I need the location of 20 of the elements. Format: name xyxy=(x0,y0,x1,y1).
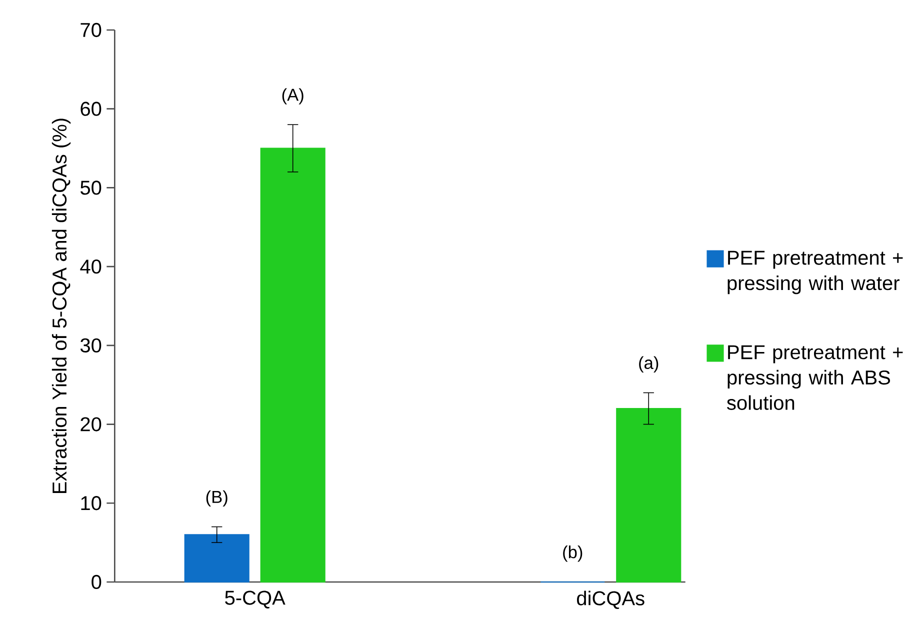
y-tick-label: 70 xyxy=(80,22,102,38)
annotation: (B) xyxy=(206,490,228,507)
y-tick-label: 30 xyxy=(80,338,102,352)
bar xyxy=(184,534,250,583)
legend-label: PEF pretreatment + pressing with ABS solution xyxy=(727,345,903,410)
x-tick-label: 5-CQA xyxy=(225,590,286,608)
y-tick-label: 60 xyxy=(80,102,102,116)
annotation: (A) xyxy=(282,88,304,104)
y-tick-label: 10 xyxy=(81,496,102,510)
y-tick-label: 20 xyxy=(80,417,102,432)
x-tick-label: diCQAs xyxy=(577,590,644,609)
bar xyxy=(260,148,326,583)
legend-label: PEF pretreatment + pressing with water xyxy=(728,250,903,294)
y-axis-title: Extraction Yield of 5-CQA and diCQAs (%) xyxy=(52,118,71,493)
y-tick-label: 0 xyxy=(92,574,102,590)
y-tick-label: 40 xyxy=(80,259,102,274)
annotation: (a) xyxy=(639,356,658,372)
annotation: (b) xyxy=(563,546,582,562)
bar xyxy=(616,408,682,583)
y-tick-label: 50 xyxy=(80,180,102,195)
